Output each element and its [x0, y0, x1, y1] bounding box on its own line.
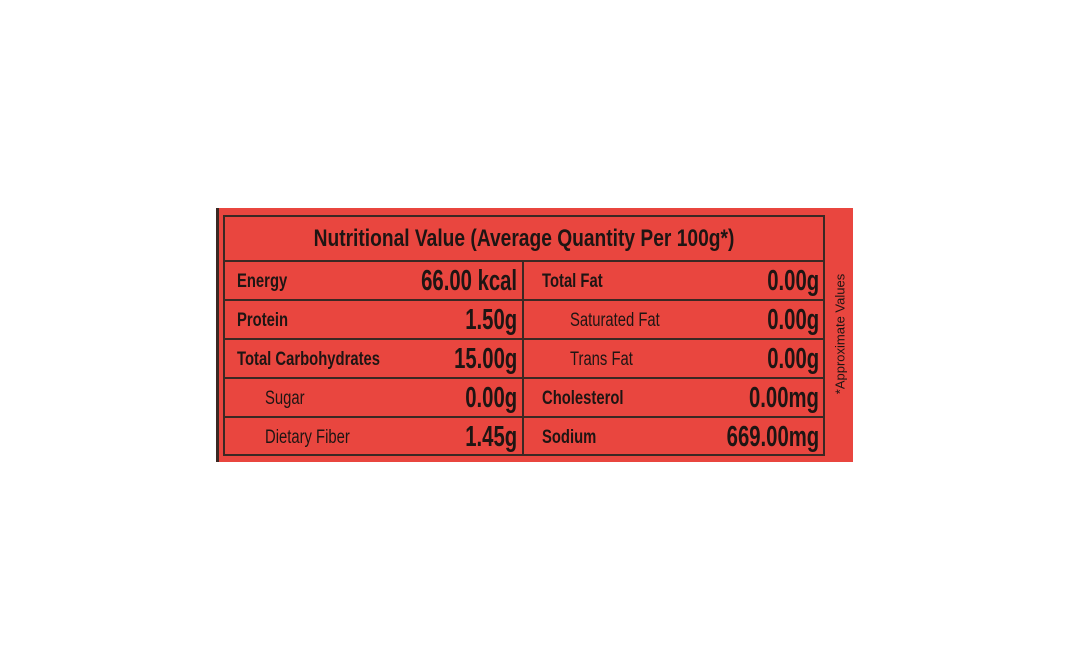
row-divider: [225, 416, 823, 418]
nutrient-name: Energy: [237, 270, 288, 292]
nutrient-value: 15.00g: [453, 342, 517, 375]
nutrient-name: Sodium: [542, 426, 597, 448]
nutrient-name: Protein: [237, 309, 289, 331]
nutrient-value: 1.45g: [465, 420, 517, 453]
title-text: Nutritional Value (Average Quantity Per …: [313, 225, 735, 252]
nutrient-name: Dietary Fiber: [265, 426, 350, 448]
nutrient-value: 0.00g: [465, 381, 517, 414]
nutrient-value: 669.00mg: [726, 420, 819, 453]
column-divider: [522, 262, 524, 454]
nutrient-value: 0.00g: [767, 342, 819, 375]
table-title: Nutritional Value (Average Quantity Per …: [225, 227, 823, 251]
nutrient-name: Cholesterol: [542, 387, 624, 409]
nutrient-name: Total Carbohydrates: [237, 348, 381, 370]
nutrition-table: Nutritional Value (Average Quantity Per …: [223, 215, 825, 456]
nutrient-name: Saturated Fat: [570, 309, 660, 331]
row-divider: [225, 260, 823, 262]
nutrient-value: 0.00g: [767, 264, 819, 297]
side-note: *Approximate Values: [832, 273, 848, 395]
row-divider: [225, 377, 823, 379]
nutrient-value: 66.00 kcal: [421, 264, 517, 297]
nutrition-label: Nutritional Value (Average Quantity Per …: [216, 208, 853, 462]
nutrient-value: 0.00g: [767, 303, 819, 336]
nutrient-value: 0.00mg: [749, 381, 819, 414]
nutrient-name: Sugar: [265, 387, 305, 409]
nutrient-name: Trans Fat: [570, 348, 633, 370]
row-divider: [225, 338, 823, 340]
row-divider: [225, 299, 823, 301]
nutrient-value: 1.50g: [465, 303, 517, 336]
nutrient-name: Total Fat: [542, 270, 603, 292]
